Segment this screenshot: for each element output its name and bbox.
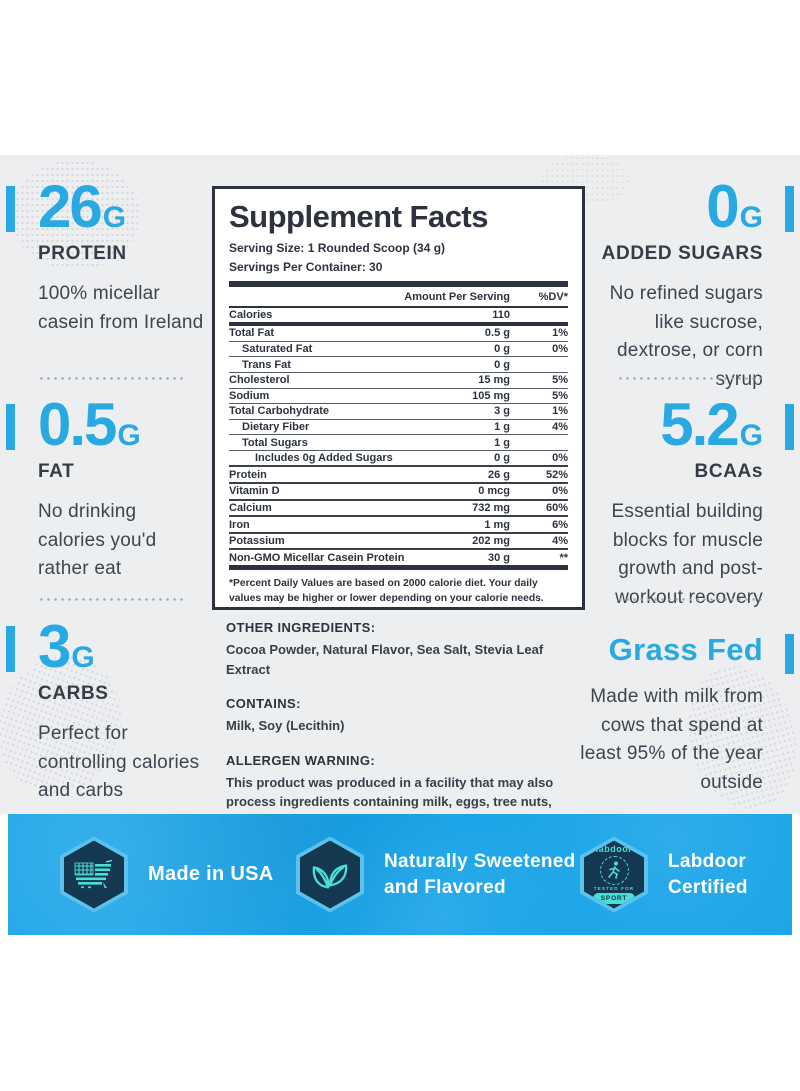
allergen-warning-heading: ALLERGEN WARNING:: [226, 752, 376, 768]
accent-bar: [785, 404, 794, 450]
other-ingredients-section: OTHER INGREDIENTS: Cocoa Powder, Natural…: [226, 620, 582, 679]
nutrient-row: Dietary Fiber 1 g 4%: [229, 420, 568, 436]
leaves-icon: [300, 840, 360, 909]
other-ingredients-text: Cocoa Powder, Natural Flavor, Sea Salt, …: [226, 642, 544, 677]
carbs-description: Perfect for controlling calories and car…: [38, 723, 200, 802]
nutrition-table-header: Amount Per Serving %DV*: [229, 289, 568, 308]
other-ingredients-heading: OTHER INGREDIENTS:: [226, 620, 376, 635]
servings-per-container: Servings Per Container: 30: [229, 259, 383, 274]
amount-per-serving-header: Amount Per Serving: [404, 291, 510, 304]
nutrient-row: Iron 1 mg 6%: [229, 517, 568, 534]
stat-bcaas: 5.2G BCAAs Essential building blocks for…: [583, 391, 763, 612]
certification-band: Made in USA Naturally Sweetened and Flav…: [8, 814, 792, 935]
protein-label: PROTEIN: [38, 243, 127, 265]
labdoor-logo-icon: labdoor TESTED FOR SPORT: [584, 840, 644, 909]
bcaas-label: BCAAs: [694, 461, 763, 483]
protein-description: 100% micellar casein from Ireland: [38, 283, 204, 333]
accent-bar: [785, 634, 794, 674]
accent-bar: [785, 186, 794, 232]
carbs-label: CARBS: [38, 683, 109, 705]
stat-fat: 0.5G FAT No drinking calories you'd rath…: [38, 391, 208, 584]
grass-fed-headline: Grass Fed: [608, 632, 763, 667]
daily-value-header: %DV*: [538, 291, 568, 304]
nutrient-row: Protein 26 g 52%: [229, 467, 568, 485]
bcaas-grams: 5.2G: [660, 391, 763, 458]
nutrient-row: Calcium 732 mg 60%: [229, 501, 568, 518]
dotted-divider: [38, 377, 184, 380]
fat-description: No drinking calories you'd rather eat: [38, 501, 157, 580]
nutrient-row: Sodium 105 mg 5%: [229, 389, 568, 405]
dotted-divider: [38, 598, 184, 601]
nutrient-row: Total Sugars 1 g: [229, 435, 568, 451]
naturally-sweetened-label: Naturally Sweetened and Flavored: [384, 850, 576, 898]
added-sugars-description: No refined sugars like sucrose, dextrose…: [609, 283, 763, 390]
nutrient-row: Vitamin D 0 mcg 0%: [229, 484, 568, 501]
nutrient-row: Potassium 202 mg 4%: [229, 534, 568, 551]
made-in-usa-label: Made in USA: [148, 863, 274, 885]
accent-bar: [6, 626, 15, 672]
supplement-facts-panel: Supplement Facts Serving Size: 1 Rounded…: [212, 186, 585, 610]
naturally-sweetened-badge: Naturally Sweetened and Flavored: [296, 814, 584, 935]
nutrition-table: Calories 110 Total Fat 0.5 g 1% Saturate…: [229, 308, 568, 571]
stat-grass-fed: Grass Fed Made with milk from cows that …: [573, 632, 763, 797]
nutrient-row: Saturated Fat 0 g 0%: [229, 342, 568, 358]
contains-heading: CONTAINS:: [226, 696, 301, 711]
contains-section: CONTAINS: Milk, Soy (Lecithin): [226, 696, 582, 736]
nutrient-row: Cholesterol 15 mg 5%: [229, 373, 568, 389]
dotted-divider: [617, 377, 763, 380]
dotted-divider: [617, 598, 763, 601]
supplement-facts-title: Supplement Facts: [229, 199, 489, 234]
daily-value-footnote: *Percent Daily Values are based on 2000 …: [229, 578, 544, 604]
accent-bar: [6, 404, 15, 450]
labdoor-certified-badge: labdoor TESTED FOR SPORT Labdoor Certifi…: [580, 814, 773, 935]
divider-bar: [229, 280, 568, 287]
nutrient-row: Total Fat 0.5 g 1%: [229, 326, 568, 342]
carbs-grams: 3G: [38, 613, 95, 680]
nutrient-row: Total Carbohydrate 3 g 1%: [229, 404, 568, 420]
made-in-usa-badge: Made in USA: [60, 814, 278, 935]
nutrient-row: Non-GMO Micellar Casein Protein 30 g **: [229, 550, 568, 571]
stat-added-sugars: 0G ADDED SUGARS No refined sugars like s…: [588, 173, 763, 394]
added-sugars-label: ADDED SUGARS: [601, 243, 763, 265]
contains-text: Milk, Soy (Lecithin): [226, 718, 345, 733]
fat-label: FAT: [38, 461, 75, 483]
stat-protein: 26G PROTEIN 100% micellar casein from Ir…: [38, 173, 208, 337]
stat-carbs: 3G CARBS Perfect for controlling calorie…: [38, 613, 218, 806]
fat-grams: 0.5G: [38, 391, 141, 458]
labdoor-certified-label: Labdoor Certified: [668, 850, 748, 898]
serving-size: Serving Size: 1 Rounded Scoop (34 g): [229, 240, 446, 255]
bcaas-description: Essential building blocks for muscle gro…: [611, 501, 763, 608]
usa-map-flag-icon: [64, 840, 124, 909]
protein-grams: 26G: [38, 173, 127, 240]
grunge-texture: [10, 160, 140, 270]
nutrient-row: Trans Fat 0 g: [229, 357, 568, 373]
accent-bar: [6, 186, 15, 232]
nutrient-row: Includes 0g Added Sugars 0 g 0%: [229, 451, 568, 468]
added-sugars-grams: 0G: [706, 173, 763, 240]
nutrient-row: Calories 110: [229, 308, 568, 327]
grass-fed-description: Made with milk from cows that spend at l…: [580, 686, 763, 793]
runner-icon: [599, 855, 629, 885]
